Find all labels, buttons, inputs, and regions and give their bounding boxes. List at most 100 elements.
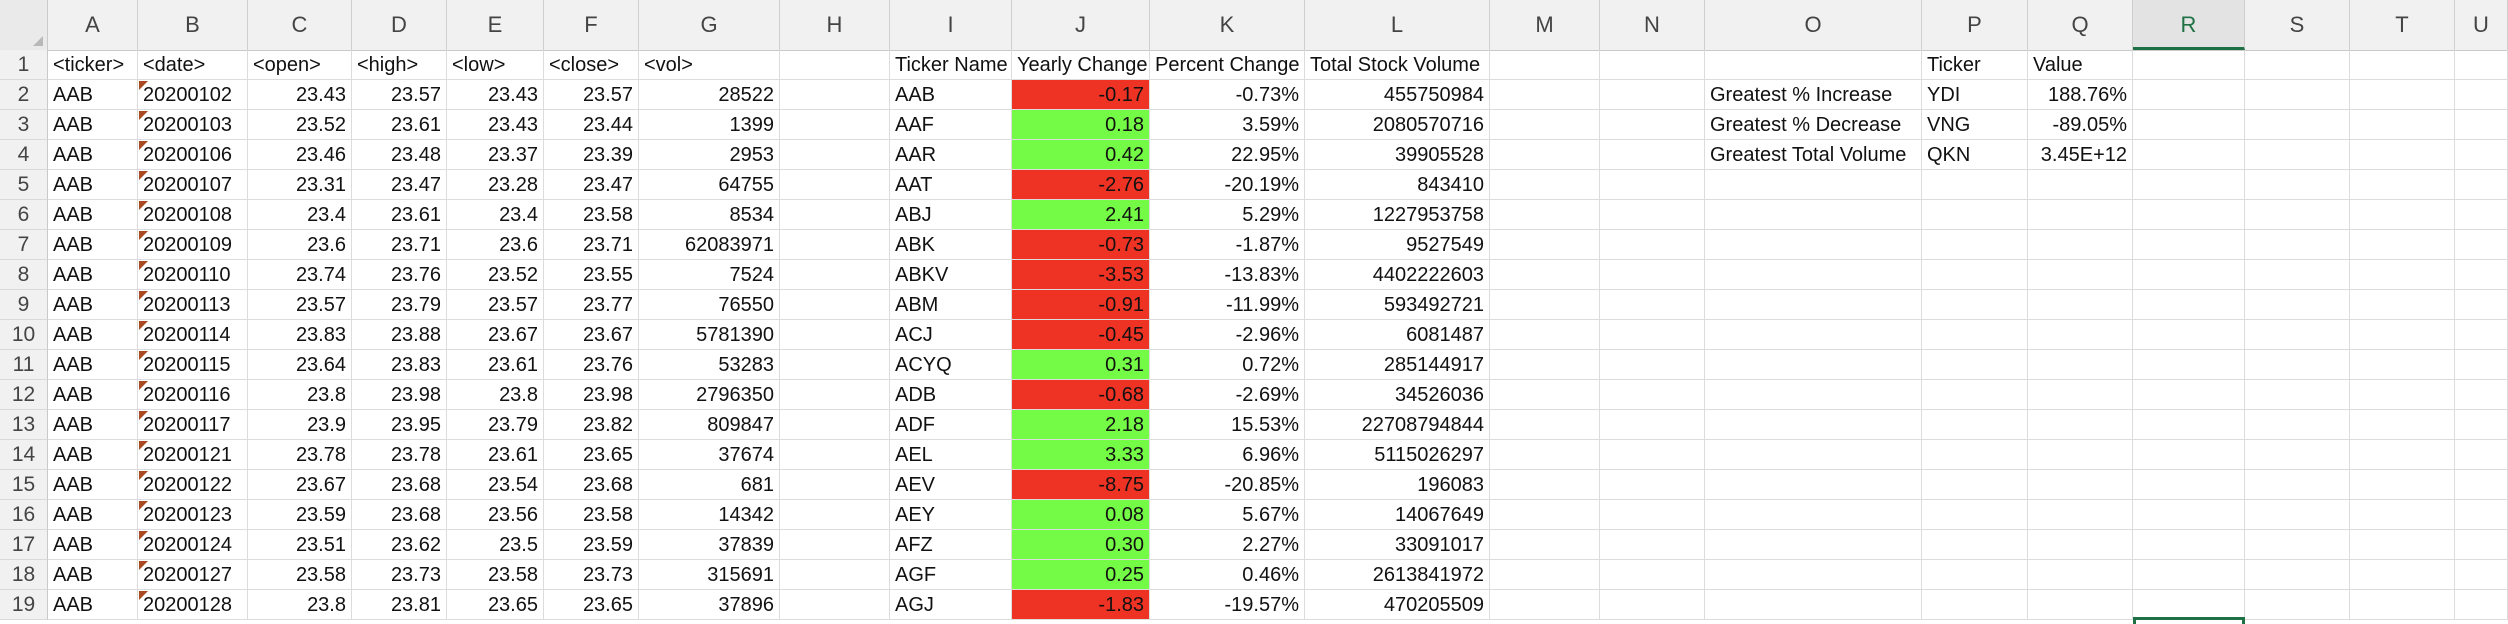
cell-m12[interactable] (1490, 380, 1600, 410)
row-header-10[interactable]: 10 (0, 320, 48, 350)
cell-p13[interactable] (1922, 410, 2028, 440)
cell-o6[interactable] (1705, 200, 1922, 230)
cell-h3[interactable] (780, 110, 890, 140)
number-as-text-warning-icon[interactable] (139, 291, 148, 300)
cell-g10[interactable]: 5781390 (639, 320, 780, 350)
cell-a11[interactable]: AAB (48, 350, 138, 380)
cell-n2[interactable] (1600, 80, 1705, 110)
cell-s12[interactable] (2245, 380, 2350, 410)
cell-o3[interactable]: Greatest % Decrease (1705, 110, 1922, 140)
cell-p11[interactable] (1922, 350, 2028, 380)
number-as-text-warning-icon[interactable] (139, 351, 148, 360)
cell-s10[interactable] (2245, 320, 2350, 350)
cell-q14[interactable] (2028, 440, 2133, 470)
cell-t13[interactable] (2350, 410, 2455, 440)
row-header-16[interactable]: 16 (0, 500, 48, 530)
cell-t2[interactable] (2350, 80, 2455, 110)
cell-j5[interactable]: -2.76 (1012, 170, 1150, 200)
cell-g12[interactable]: 2796350 (639, 380, 780, 410)
cell-a1[interactable]: <ticker> (48, 50, 138, 80)
cell-q7[interactable] (2028, 230, 2133, 260)
cell-b12[interactable]: 20200116 (138, 380, 248, 410)
cell-m3[interactable] (1490, 110, 1600, 140)
cell-q16[interactable] (2028, 500, 2133, 530)
cell-q17[interactable] (2028, 530, 2133, 560)
cell-u11[interactable] (2455, 350, 2508, 380)
cell-n17[interactable] (1600, 530, 1705, 560)
cell-f4[interactable]: 23.39 (544, 140, 639, 170)
cell-p4[interactable]: QKN (1922, 140, 2028, 170)
column-header-s[interactable]: S (2245, 0, 2350, 50)
column-header-o[interactable]: O (1705, 0, 1922, 50)
cell-q12[interactable] (2028, 380, 2133, 410)
cell-g6[interactable]: 8534 (639, 200, 780, 230)
cell-i4[interactable]: AAR (890, 140, 1012, 170)
cell-o13[interactable] (1705, 410, 1922, 440)
number-as-text-warning-icon[interactable] (139, 201, 148, 210)
cell-e17[interactable]: 23.5 (447, 530, 544, 560)
cell-e15[interactable]: 23.54 (447, 470, 544, 500)
cell-f13[interactable]: 23.82 (544, 410, 639, 440)
cell-c2[interactable]: 23.43 (248, 80, 352, 110)
cell-l11[interactable]: 285144917 (1305, 350, 1490, 380)
cell-i12[interactable]: ADB (890, 380, 1012, 410)
cell-r11[interactable] (2133, 350, 2245, 380)
cell-b19[interactable]: 20200128 (138, 590, 248, 620)
cell-k17[interactable]: 2.27% (1150, 530, 1305, 560)
cell-m6[interactable] (1490, 200, 1600, 230)
cell-c9[interactable]: 23.57 (248, 290, 352, 320)
cell-c3[interactable]: 23.52 (248, 110, 352, 140)
cell-q1[interactable]: Value (2028, 50, 2133, 80)
cell-d16[interactable]: 23.68 (352, 500, 447, 530)
cell-b2[interactable]: 20200102 (138, 80, 248, 110)
cell-o8[interactable] (1705, 260, 1922, 290)
cell-t9[interactable] (2350, 290, 2455, 320)
cell-i19[interactable]: AGJ (890, 590, 1012, 620)
cell-e16[interactable]: 23.56 (447, 500, 544, 530)
cell-l15[interactable]: 196083 (1305, 470, 1490, 500)
cell-f5[interactable]: 23.47 (544, 170, 639, 200)
cell-u1[interactable] (2455, 50, 2508, 80)
cell-a9[interactable]: AAB (48, 290, 138, 320)
cell-r5[interactable] (2133, 170, 2245, 200)
cell-a19[interactable]: AAB (48, 590, 138, 620)
cell-c6[interactable]: 23.4 (248, 200, 352, 230)
cell-j19[interactable]: -1.83 (1012, 590, 1150, 620)
cell-r12[interactable] (2133, 380, 2245, 410)
cell-l14[interactable]: 5115026297 (1305, 440, 1490, 470)
cell-d14[interactable]: 23.78 (352, 440, 447, 470)
cell-e6[interactable]: 23.4 (447, 200, 544, 230)
cell-e7[interactable]: 23.6 (447, 230, 544, 260)
column-header-j[interactable]: J (1012, 0, 1150, 50)
cell-i11[interactable]: ACYQ (890, 350, 1012, 380)
cell-u13[interactable] (2455, 410, 2508, 440)
cell-l19[interactable]: 470205509 (1305, 590, 1490, 620)
cell-u10[interactable] (2455, 320, 2508, 350)
cell-p10[interactable] (1922, 320, 2028, 350)
cell-q19[interactable] (2028, 590, 2133, 620)
cell-q8[interactable] (2028, 260, 2133, 290)
cell-f2[interactable]: 23.57 (544, 80, 639, 110)
column-header-g[interactable]: G (639, 0, 780, 50)
cell-m19[interactable] (1490, 590, 1600, 620)
cell-g5[interactable]: 64755 (639, 170, 780, 200)
cell-s17[interactable] (2245, 530, 2350, 560)
cell-p16[interactable] (1922, 500, 2028, 530)
cell-d4[interactable]: 23.48 (352, 140, 447, 170)
cell-j3[interactable]: 0.18 (1012, 110, 1150, 140)
cell-k12[interactable]: -2.69% (1150, 380, 1305, 410)
cell-o4[interactable]: Greatest Total Volume (1705, 140, 1922, 170)
cell-u12[interactable] (2455, 380, 2508, 410)
number-as-text-warning-icon[interactable] (139, 111, 148, 120)
cell-m4[interactable] (1490, 140, 1600, 170)
cell-r14[interactable] (2133, 440, 2245, 470)
cell-n8[interactable] (1600, 260, 1705, 290)
cell-s1[interactable] (2245, 50, 2350, 80)
cell-f10[interactable]: 23.67 (544, 320, 639, 350)
cell-q13[interactable] (2028, 410, 2133, 440)
row-header-15[interactable]: 15 (0, 470, 48, 500)
cell-g7[interactable]: 62083971 (639, 230, 780, 260)
cell-i15[interactable]: AEV (890, 470, 1012, 500)
column-header-f[interactable]: F (544, 0, 639, 50)
row-header-5[interactable]: 5 (0, 170, 48, 200)
